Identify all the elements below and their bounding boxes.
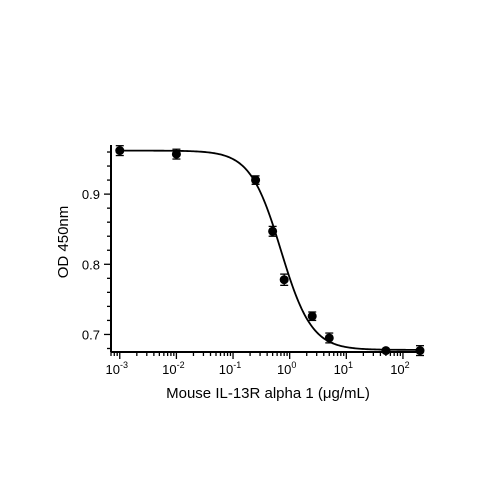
y-axis-ticks: 0.7 0.8 0.9	[82, 151, 111, 350]
x-axis-ticks: 10-3 10-2 10-1 100 101 102	[106, 352, 421, 377]
data-point	[251, 175, 261, 185]
data-point	[115, 145, 125, 157]
y-tick-label: 0.9	[82, 187, 100, 202]
data-point	[307, 311, 317, 322]
point-marker	[115, 146, 125, 156]
point-marker	[171, 149, 181, 159]
point-marker	[251, 175, 261, 185]
data-points	[115, 145, 425, 357]
data-point	[279, 273, 289, 286]
data-point	[171, 148, 181, 160]
x-axis-label: Mouse IL-13R alpha 1 (μg/mL)	[166, 385, 370, 402]
x-tick-label: 10-1	[219, 360, 241, 377]
x-tick-label: 102	[390, 360, 409, 377]
point-marker	[268, 226, 278, 236]
fit-curve	[119, 149, 420, 351]
x-tick-label: 101	[334, 360, 353, 377]
x-tick-label: 10-3	[106, 360, 128, 377]
y-tick-label: 0.7	[82, 327, 100, 342]
data-point	[415, 345, 425, 357]
point-marker	[307, 311, 317, 321]
data-point	[381, 346, 391, 356]
point-marker	[324, 333, 334, 343]
y-tick-label: 0.8	[82, 257, 100, 272]
y-axis-label: OD 450nm	[55, 206, 72, 279]
data-point	[268, 225, 278, 237]
point-marker	[381, 346, 391, 356]
data-point	[324, 332, 334, 344]
axes	[110, 145, 420, 353]
point-marker	[279, 275, 289, 285]
x-tick-label: 100	[277, 360, 296, 377]
x-tick-label: 10-2	[162, 360, 184, 377]
point-marker	[415, 346, 425, 356]
